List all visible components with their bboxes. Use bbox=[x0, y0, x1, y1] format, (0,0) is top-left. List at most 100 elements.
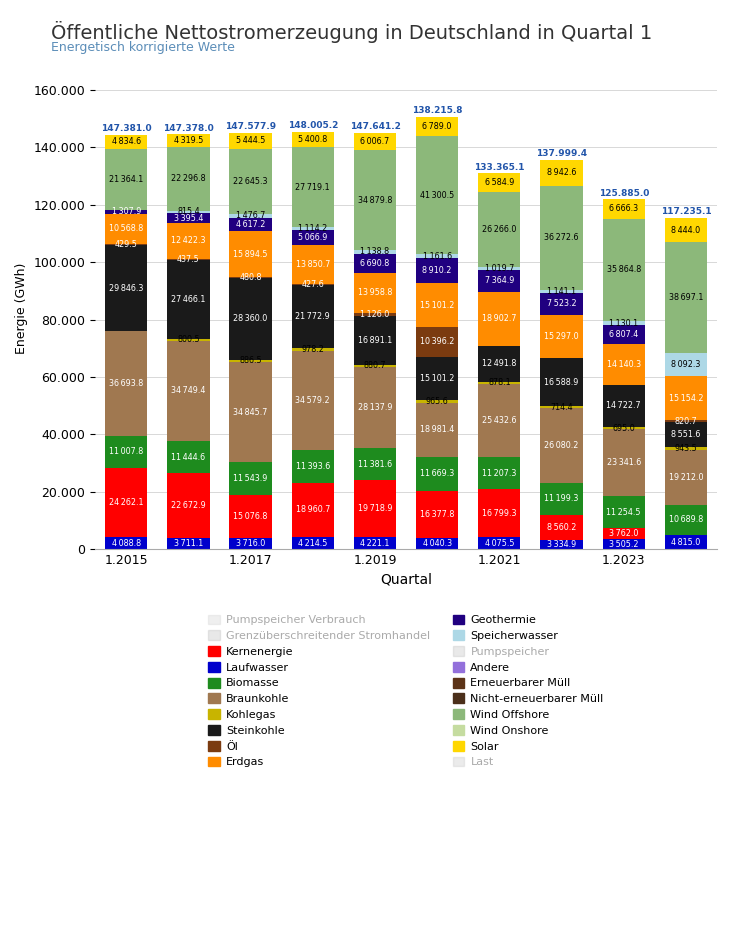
Text: 3 762.0: 3 762.0 bbox=[609, 529, 638, 538]
Bar bbox=[602, 429, 645, 496]
Text: 11 007.8: 11 007.8 bbox=[109, 447, 143, 457]
Bar bbox=[540, 358, 583, 406]
Text: 11 199.3: 11 199.3 bbox=[545, 495, 579, 503]
Text: 978.2: 978.2 bbox=[302, 345, 324, 354]
Bar bbox=[416, 258, 458, 283]
Bar bbox=[478, 382, 520, 384]
Text: 34 579.2: 34 579.2 bbox=[296, 396, 330, 405]
Bar bbox=[602, 496, 645, 528]
Text: 7 523.2: 7 523.2 bbox=[547, 300, 576, 308]
Text: 1 114.2: 1 114.2 bbox=[298, 224, 327, 233]
Text: 3 711.1: 3 711.1 bbox=[173, 539, 203, 548]
Text: 4 221.1: 4 221.1 bbox=[360, 538, 389, 548]
Bar bbox=[540, 406, 583, 408]
Text: 41 300.5: 41 300.5 bbox=[420, 191, 455, 200]
Text: 138.215.8: 138.215.8 bbox=[412, 106, 463, 115]
Bar bbox=[168, 260, 209, 338]
Text: 11 393.6: 11 393.6 bbox=[296, 462, 330, 471]
Bar bbox=[105, 244, 147, 246]
Y-axis label: Energie (GWh): Energie (GWh) bbox=[15, 263, 28, 354]
Text: 4 319.5: 4 319.5 bbox=[173, 137, 203, 145]
Bar bbox=[478, 267, 520, 270]
Bar bbox=[105, 135, 147, 149]
Text: 19 718.9: 19 718.9 bbox=[358, 504, 392, 513]
Bar bbox=[416, 327, 458, 356]
Bar bbox=[291, 245, 334, 284]
Text: 18 902.7: 18 902.7 bbox=[482, 314, 517, 323]
Text: Energetisch korrigierte Werte: Energetisch korrigierte Werte bbox=[51, 41, 235, 54]
Bar bbox=[665, 420, 707, 422]
Text: 19 212.0: 19 212.0 bbox=[668, 472, 703, 482]
Text: 4 075.5: 4 075.5 bbox=[485, 538, 514, 548]
Text: 714.4: 714.4 bbox=[550, 403, 573, 411]
Text: 886.5: 886.5 bbox=[239, 356, 262, 365]
Text: 38 697.1: 38 697.1 bbox=[669, 293, 703, 302]
Text: 26 266.0: 26 266.0 bbox=[482, 226, 517, 234]
Text: 22 672.9: 22 672.9 bbox=[171, 501, 206, 510]
Text: 15 154.2: 15 154.2 bbox=[668, 393, 703, 403]
Bar bbox=[229, 133, 272, 149]
Bar bbox=[229, 495, 272, 538]
Bar bbox=[291, 348, 334, 351]
Bar bbox=[478, 292, 520, 346]
Bar bbox=[229, 277, 272, 278]
Bar bbox=[291, 285, 334, 348]
Bar bbox=[478, 173, 520, 192]
Bar bbox=[416, 490, 458, 538]
Bar bbox=[229, 538, 272, 549]
Bar bbox=[665, 447, 707, 449]
Text: 11 669.3: 11 669.3 bbox=[420, 469, 455, 479]
Text: Öffentliche Nettostromerzeugung in Deutschland in Quartal 1: Öffentliche Nettostromerzeugung in Deuts… bbox=[51, 21, 652, 43]
Text: 437.5: 437.5 bbox=[177, 255, 200, 264]
Bar bbox=[478, 489, 520, 538]
Bar bbox=[665, 422, 707, 447]
Bar bbox=[416, 117, 458, 136]
Text: 8 551.6: 8 551.6 bbox=[671, 430, 701, 439]
Bar bbox=[416, 283, 458, 327]
Text: 6 690.8: 6 690.8 bbox=[360, 259, 389, 267]
Text: 36 693.8: 36 693.8 bbox=[109, 379, 143, 388]
Bar bbox=[105, 149, 147, 210]
Text: 22 296.8: 22 296.8 bbox=[171, 174, 206, 183]
Bar bbox=[168, 147, 209, 210]
Text: 147.378.0: 147.378.0 bbox=[163, 124, 214, 133]
Bar bbox=[354, 133, 396, 151]
Bar bbox=[354, 481, 396, 537]
Bar bbox=[416, 457, 458, 490]
Text: 8 092.3: 8 092.3 bbox=[671, 360, 701, 370]
Bar bbox=[665, 449, 707, 504]
Text: 3 716.0: 3 716.0 bbox=[236, 539, 265, 548]
Bar bbox=[478, 270, 520, 292]
Bar bbox=[478, 538, 520, 549]
Text: 15 101.2: 15 101.2 bbox=[420, 374, 455, 383]
Text: 3 505.2: 3 505.2 bbox=[609, 539, 638, 549]
Text: 4 214.5: 4 214.5 bbox=[298, 538, 327, 548]
Bar bbox=[229, 149, 272, 213]
Text: 10 396.2: 10 396.2 bbox=[420, 337, 455, 346]
Bar bbox=[540, 483, 583, 515]
Bar bbox=[416, 538, 458, 549]
Bar bbox=[354, 273, 396, 313]
Text: 133.365.1: 133.365.1 bbox=[474, 162, 525, 172]
Text: 16 891.1: 16 891.1 bbox=[358, 336, 392, 345]
Text: 6 666.3: 6 666.3 bbox=[609, 205, 638, 213]
Bar bbox=[168, 210, 209, 213]
Text: 815.4: 815.4 bbox=[177, 208, 200, 216]
Text: 1 141.1: 1 141.1 bbox=[547, 287, 576, 296]
Text: 6 584.9: 6 584.9 bbox=[485, 178, 514, 187]
Text: 26 080.2: 26 080.2 bbox=[545, 441, 579, 450]
Text: 5 066.9: 5 066.9 bbox=[298, 232, 327, 242]
Text: 8 942.6: 8 942.6 bbox=[547, 168, 576, 177]
Text: 1 476.7: 1 476.7 bbox=[236, 211, 265, 220]
Bar bbox=[105, 213, 147, 244]
Bar bbox=[354, 151, 396, 250]
Bar bbox=[354, 365, 396, 367]
Text: 14 140.3: 14 140.3 bbox=[607, 360, 640, 369]
Text: 12 491.8: 12 491.8 bbox=[482, 359, 517, 368]
X-axis label: Quartal: Quartal bbox=[380, 573, 432, 587]
Bar bbox=[602, 528, 645, 539]
Text: 28 137.9: 28 137.9 bbox=[358, 403, 392, 412]
Text: 117.235.1: 117.235.1 bbox=[660, 208, 712, 216]
Bar bbox=[291, 132, 334, 147]
Bar bbox=[416, 403, 458, 457]
